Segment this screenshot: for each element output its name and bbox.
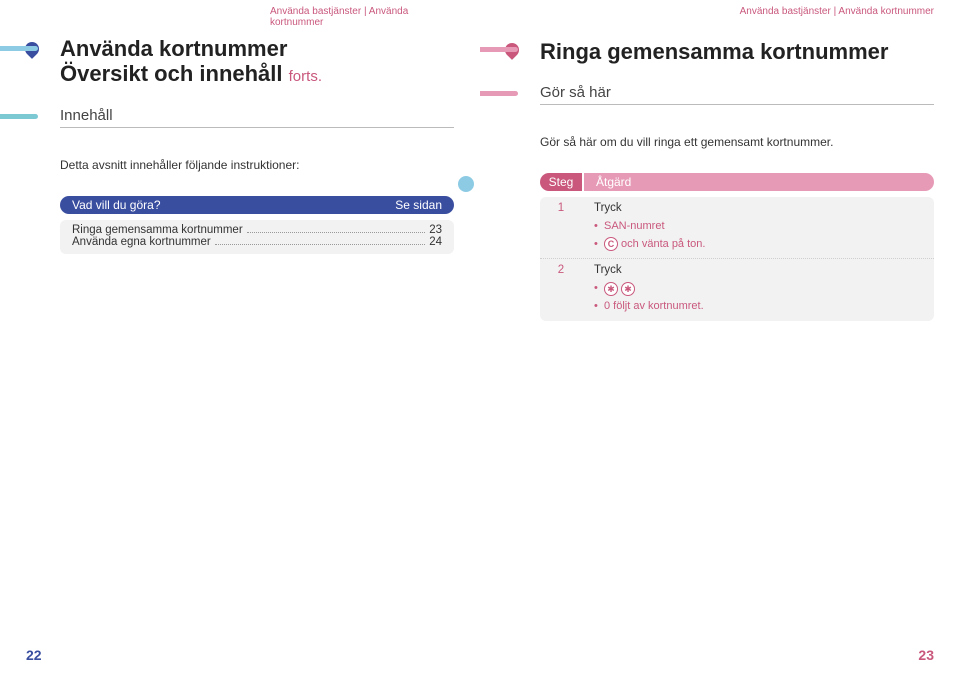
steps-table: Steg Åtgärd 1 Tryck SAN-numret och vänta p… <box>540 173 934 320</box>
toc-header-left: Vad vill du göra? <box>72 198 161 212</box>
step-bullet: och vänta på ton. <box>594 236 922 254</box>
step-main: Tryck <box>594 264 922 276</box>
step-action: Tryck 0 följt av kortnumret. <box>582 259 934 320</box>
section-heading: Gör så här <box>540 84 934 105</box>
steps-header: Steg Åtgärd <box>540 173 934 191</box>
toc-row: Använda egna kortnummer 24 <box>72 236 442 248</box>
key-star-icon <box>604 282 618 296</box>
step-number: 2 <box>540 259 582 320</box>
step-row: 2Tryck 0 följt av kortnumret. <box>540 258 934 320</box>
title-bar-icon <box>0 46 38 51</box>
step-main: Tryck <box>594 202 922 214</box>
toc-label: Använda egna kortnummer <box>72 236 211 248</box>
toc-header-right: Se sidan <box>395 198 442 212</box>
page-number-left: 22 <box>26 647 42 663</box>
page-number-right: 23 <box>918 647 934 663</box>
breadcrumb-right: Använda bastjänster | Använda kortnummer <box>540 6 934 17</box>
toc-header: Vad vill du göra? Se sidan <box>60 196 454 214</box>
step-number: 1 <box>540 197 582 258</box>
key-c-icon <box>604 237 618 251</box>
page-marker-icon <box>458 176 474 192</box>
page-title: Använda kortnummer Översikt och innehåll… <box>60 36 454 87</box>
toc-page: 23 <box>429 224 442 236</box>
step-bullet: 0 följt av kortnumret. <box>594 298 922 316</box>
intro-text: Gör så här om du vill ringa ett gemensam… <box>540 135 934 149</box>
section-bar-icon <box>480 91 518 96</box>
key-star-icon <box>621 282 635 296</box>
steps-header-action: Åtgärd <box>584 173 934 191</box>
title-line2: Översikt och innehåll <box>60 61 283 86</box>
bullet-text: och vänta på ton. <box>618 238 705 250</box>
toc-dots <box>247 232 426 233</box>
bullet-text: 0 följt av kortnumret. <box>604 300 704 312</box>
toc: Vad vill du göra? Se sidan Ringa gemensa… <box>60 196 454 254</box>
toc-dots <box>215 244 425 245</box>
steps-header-step: Steg <box>540 173 582 191</box>
toc-page: 24 <box>429 236 442 248</box>
page-title: Ringa gemensamma kortnummer <box>540 39 934 64</box>
step-action: Tryck SAN-numret och vänta på ton. <box>582 197 934 258</box>
title-bar-icon <box>480 47 518 52</box>
intro-text: Detta avsnitt innehåller följande instru… <box>60 158 454 172</box>
step-bullet: SAN-numret <box>594 218 922 236</box>
toc-row: Ringa gemensamma kortnummer 23 <box>72 224 442 236</box>
bullet-text: SAN-numret <box>604 220 665 232</box>
section-heading: Innehåll <box>60 107 454 128</box>
toc-label: Ringa gemensamma kortnummer <box>72 224 243 236</box>
title-cont: forts. <box>289 68 322 85</box>
breadcrumb-left: Använda bastjänster | Använda kortnummer <box>60 6 454 28</box>
section-bar-icon <box>0 114 38 119</box>
step-row: 1 Tryck SAN-numret och vänta på ton. <box>540 197 934 258</box>
step-bullet <box>594 280 922 298</box>
title-line1: Använda kortnummer <box>60 36 287 61</box>
